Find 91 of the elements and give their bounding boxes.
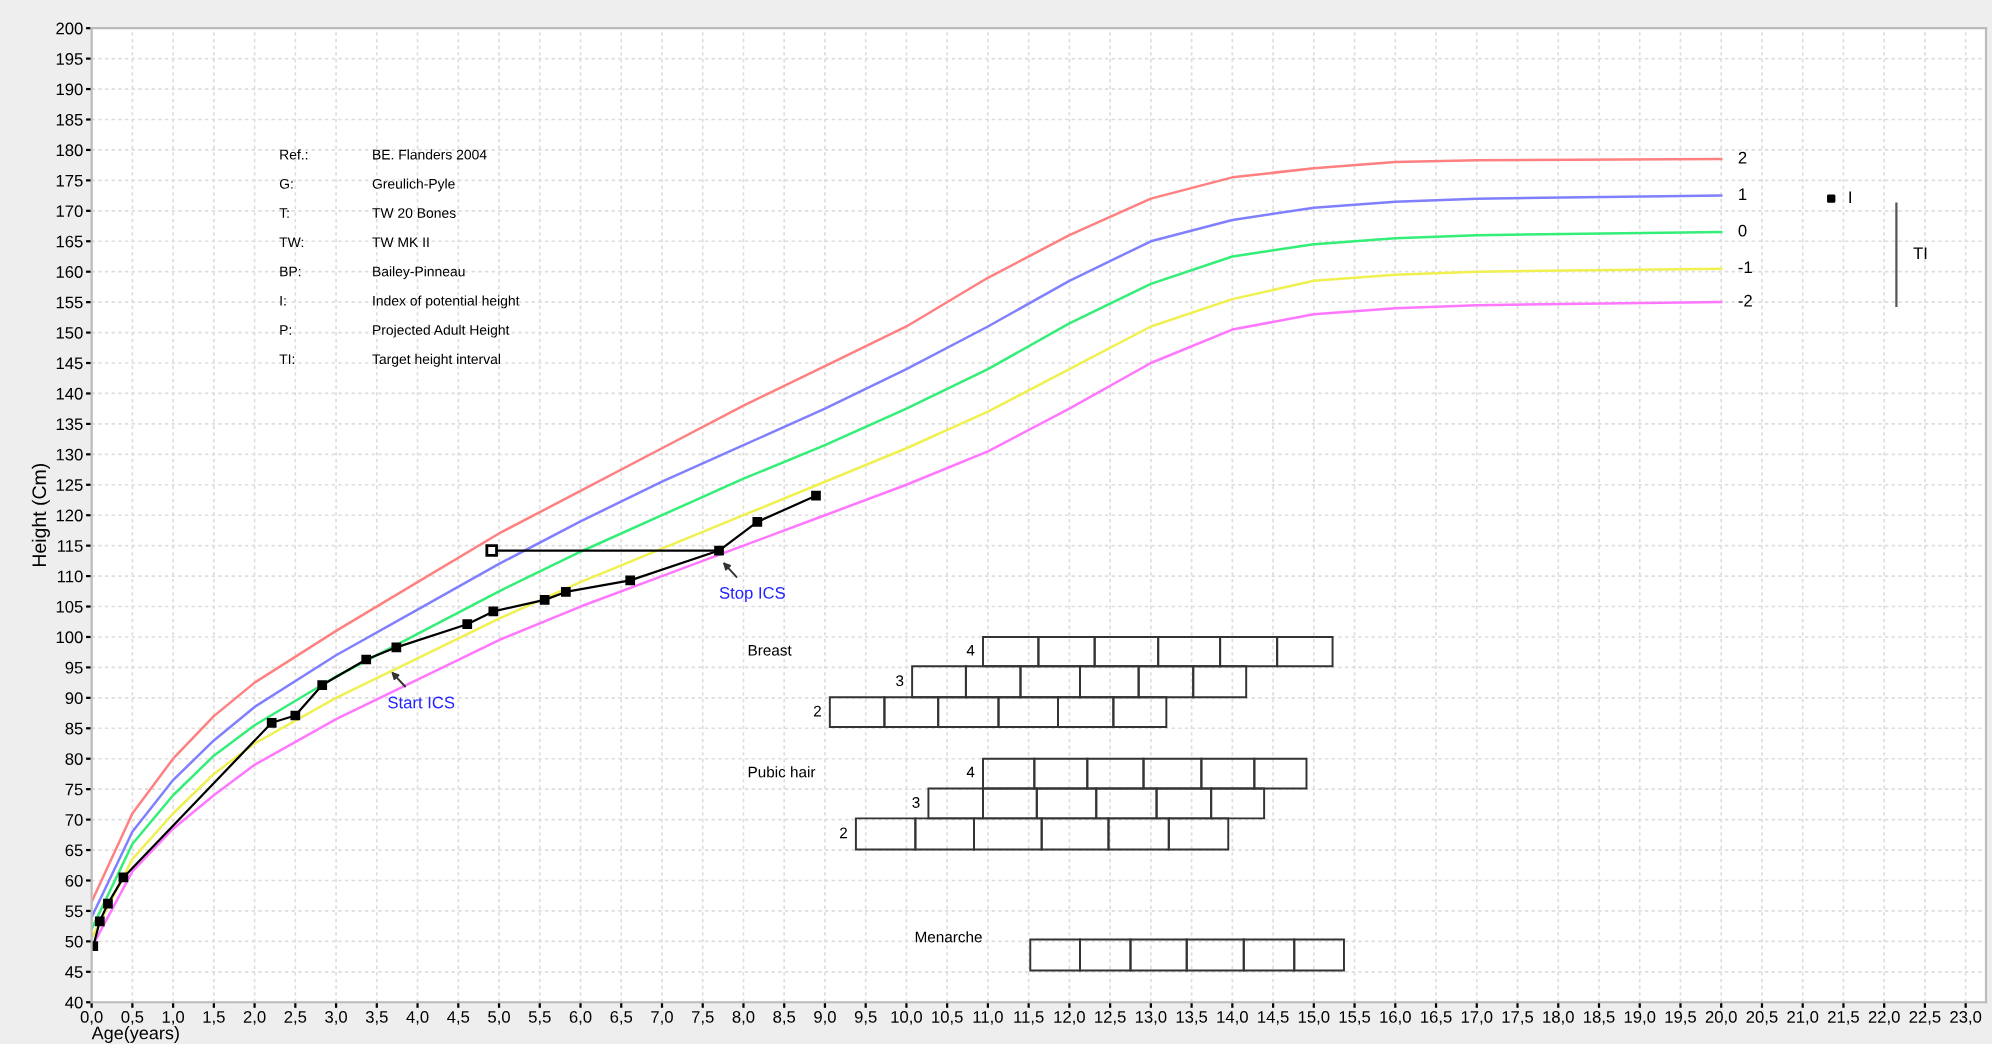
x-tick-label: 22,0 (1868, 1011, 1900, 1025)
series-label: 1 (1739, 188, 1747, 200)
x-tick-label: 7,0 (651, 1011, 673, 1025)
x-tick-label: 16,5 (1421, 1011, 1452, 1025)
y-tick-label: 170 (56, 205, 83, 218)
x-tick-label: 1,0 (162, 1011, 185, 1025)
x-tick-label: 15,5 (1339, 1011, 1371, 1025)
y-tick-label: 115 (57, 540, 83, 552)
x-tick-label: 21,5 (1828, 1011, 1859, 1025)
x-axis-title: Age(years) (91, 1026, 179, 1043)
x-tick-label: 19,5 (1665, 1011, 1696, 1025)
y-tick-label: 145 (56, 357, 83, 370)
x-tick-label: 11,0 (973, 1011, 1003, 1025)
y-tick-label: 140 (56, 387, 83, 400)
y-tick-label: 130 (56, 448, 83, 461)
x-tick-label: 15,0 (1298, 1011, 1330, 1025)
x-tick-label: 8,5 (773, 1011, 796, 1025)
x-tick-label: 18,5 (1584, 1011, 1615, 1025)
x-tick-label: 5,5 (528, 1011, 551, 1025)
y-tick-label: 155 (56, 296, 83, 309)
x-tick-label: 10,5 (932, 1011, 963, 1025)
x-tick-label: 22,5 (1909, 1011, 1941, 1025)
x-tick-label: 0,0 (80, 1011, 103, 1025)
x-tick-label: 18,0 (1543, 1011, 1574, 1025)
x-tick-label: 12,0 (1054, 1011, 1085, 1025)
x-tick-label: 14,0 (1217, 1011, 1248, 1025)
y-tick-label: 200 (56, 22, 83, 35)
y-tick-label: 90 (65, 692, 83, 705)
x-tick-label: 17,5 (1502, 1011, 1534, 1025)
y-tick-label: 55 (65, 905, 83, 918)
series-label: -1 (1738, 261, 1752, 273)
x-tick-label: 4,5 (447, 1011, 470, 1025)
x-tick-label: 2,0 (243, 1011, 266, 1025)
y-tick-label: 40 (65, 996, 83, 1009)
x-tick-label: 9,5 (854, 1011, 877, 1025)
x-tick-label: 9,0 (814, 1011, 836, 1025)
series-label: -2 (1738, 294, 1752, 307)
x-tick-label: 4,0 (406, 1011, 429, 1025)
x-tick-label: 12,5 (1095, 1011, 1126, 1025)
y-tick-label: 60 (65, 874, 83, 887)
x-tick-label: 16,0 (1380, 1011, 1411, 1025)
annotation: Stop ICS (719, 587, 785, 603)
y-tick-label: 120 (56, 509, 83, 522)
y-tick-label: 165 (56, 235, 83, 248)
x-tick-label: 8,0 (732, 1011, 755, 1025)
y-tick-label: 175 (56, 174, 83, 187)
x-tick-label: 23,0 (1950, 1011, 1982, 1025)
x-tick-label: 0,5 (121, 1011, 144, 1025)
y-tick-label: 75 (65, 783, 83, 796)
y-tick-label: 80 (65, 753, 83, 765)
x-tick-label: 17,0 (1461, 1011, 1493, 1025)
annotation: Start ICS (388, 696, 455, 709)
y-tick-label: 85 (65, 722, 83, 735)
y-tick-label: 180 (56, 144, 83, 157)
series-label: I (1849, 191, 1851, 203)
x-tick-label: 1,5 (203, 1011, 225, 1025)
x-tick-label: 2,5 (284, 1011, 307, 1025)
x-tick-label: 20,5 (1746, 1011, 1778, 1025)
y-tick-label: 190 (56, 83, 83, 96)
x-tick-label: 19,0 (1624, 1011, 1656, 1025)
y-tick-label: 135 (56, 418, 83, 431)
x-tick-label: 11,5 (1014, 1011, 1044, 1025)
y-tick-label: 110 (57, 570, 83, 583)
y-tick-label: 95 (65, 661, 83, 674)
y-tick-label: 160 (56, 266, 83, 278)
x-tick-label: 10,0 (891, 1011, 922, 1025)
y-tick-label: 65 (65, 844, 83, 857)
x-tick-label: 6,0 (569, 1011, 592, 1025)
series-label: 0 (1738, 224, 1747, 237)
y-tick-label: 150 (56, 326, 83, 339)
y-tick-label: 100 (56, 631, 83, 644)
x-tick-label: 20,0 (1705, 1011, 1737, 1025)
y-tick-label: 105 (56, 600, 83, 613)
x-tick-label: 5,0 (488, 1011, 510, 1025)
series-label: 2 (1738, 151, 1747, 164)
y-tick-label: 195 (56, 53, 83, 65)
series-label: TI (1913, 247, 1927, 259)
x-tick-label: 7,5 (692, 1011, 714, 1025)
x-tick-label: 13,0 (1135, 1011, 1167, 1025)
y-tick-label: 45 (65, 966, 83, 978)
y-axis-title: Height (Cm) (31, 464, 50, 567)
x-tick-label: 21,0 (1787, 1011, 1819, 1025)
y-tick-label: 125 (56, 479, 83, 491)
x-tick-label: 13,5 (1176, 1011, 1208, 1025)
y-tick-label: 50 (65, 935, 83, 948)
y-tick-label: 185 (56, 113, 83, 126)
x-tick-label: 6,5 (610, 1011, 633, 1025)
y-tick-label: 70 (65, 814, 83, 826)
x-tick-label: 14,5 (1258, 1011, 1289, 1025)
x-tick-label: 3,0 (325, 1011, 347, 1025)
x-tick-label: 3,5 (365, 1011, 388, 1025)
